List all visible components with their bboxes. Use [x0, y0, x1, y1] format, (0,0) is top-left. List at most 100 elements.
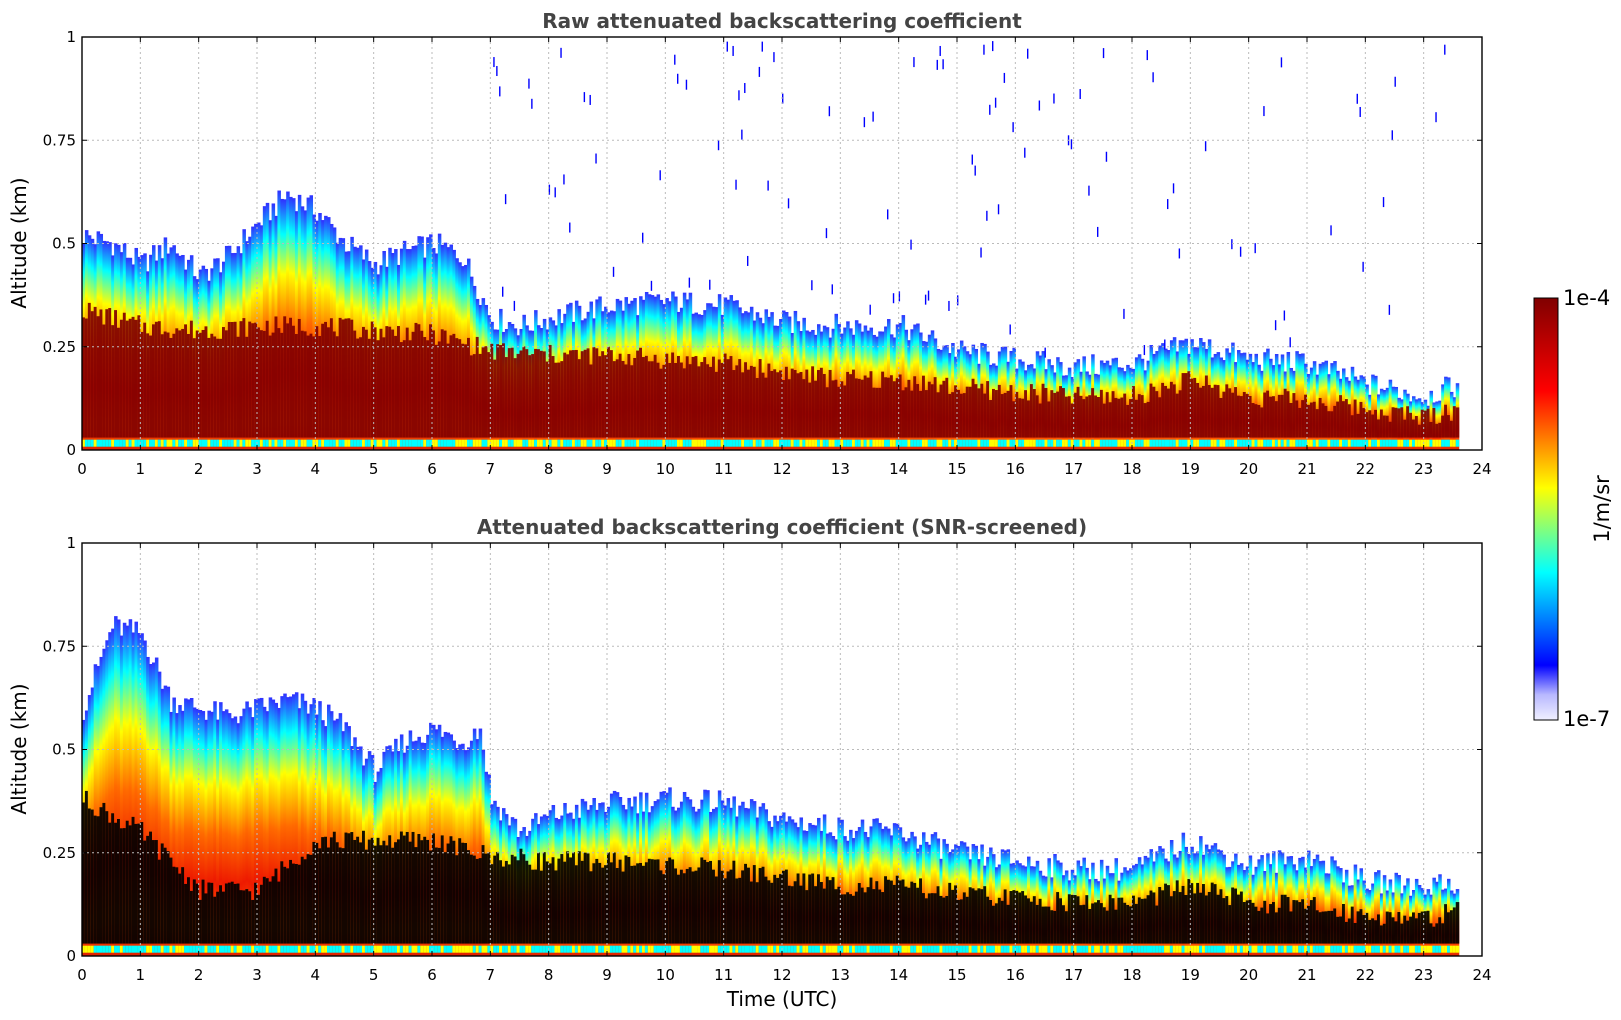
noise-speck: [989, 105, 990, 115]
x-tick-label: 17: [1064, 966, 1083, 984]
noise-speck: [872, 112, 873, 122]
noise-speck: [1106, 152, 1107, 162]
noise-speck: [1240, 247, 1241, 257]
noise-speck: [913, 57, 914, 67]
noise-speck: [1255, 243, 1256, 253]
noise-speck: [1205, 141, 1206, 151]
noise-speck: [1263, 106, 1264, 116]
y-tick-label: 0: [66, 947, 76, 965]
x-tick-label: 0: [77, 460, 87, 478]
x-tick-label: 18: [1122, 966, 1141, 984]
x-tick-label: 16: [1006, 460, 1025, 478]
noise-speck: [496, 66, 497, 76]
x-tick-label: 11: [714, 460, 733, 478]
noise-speck: [1039, 101, 1040, 111]
x-tick-label: 24: [1472, 460, 1491, 478]
x-tick-label: 20: [1239, 966, 1258, 984]
panel-raw-y-label: Altitude (km): [7, 177, 31, 308]
noise-speck: [1281, 57, 1282, 67]
noise-speck: [493, 57, 494, 67]
x-tick-label: 7: [486, 966, 496, 984]
noise-speck: [887, 209, 888, 219]
noise-speck: [1088, 186, 1089, 196]
noise-speck: [1179, 248, 1180, 258]
noise-speck: [1389, 305, 1390, 315]
noise-speck: [1362, 262, 1363, 272]
panel-screened-y-label: Altitude (km): [7, 683, 31, 814]
colorbar-min-label: 1e-7: [1563, 707, 1610, 731]
y-tick-label: 0.5: [52, 235, 76, 253]
noise-speck: [613, 267, 614, 277]
noise-speck: [910, 240, 911, 250]
x-tick-label: 18: [1122, 460, 1141, 478]
noise-speck: [773, 52, 774, 62]
saturated-core-column: [1456, 902, 1460, 944]
x-tick-label: 4: [311, 966, 321, 984]
noise-speck: [514, 301, 515, 311]
noise-speck: [563, 174, 564, 184]
noise-speck: [972, 155, 973, 165]
noise-speck: [975, 166, 976, 176]
colorbar: 1e-4 1e-7 1/m/sr: [1534, 286, 1614, 731]
noise-speck: [940, 46, 941, 56]
ground-strip: [1456, 440, 1460, 447]
noise-speck: [499, 86, 500, 96]
x-tick-label: 15: [947, 966, 966, 984]
panel-raw: Raw attenuated backscattering coefficien…: [7, 9, 1492, 478]
noise-speck: [980, 248, 981, 258]
noise-speck: [1444, 45, 1445, 55]
y-tick-label: 0.75: [43, 637, 76, 655]
noise-speck: [928, 291, 929, 301]
colorbar-unit-label: 1/m/sr: [1590, 475, 1614, 543]
noise-speck: [660, 170, 661, 180]
x-tick-label: 11: [714, 966, 733, 984]
noise-speck: [1284, 311, 1285, 321]
x-tick-label: 21: [1297, 460, 1316, 478]
x-tick-label: 24: [1472, 966, 1491, 984]
x-tick-label: 14: [889, 966, 908, 984]
ground-strip: [1456, 946, 1460, 953]
noise-speck: [595, 154, 596, 164]
x-tick-label: 6: [427, 460, 437, 478]
x-tick-label: 9: [602, 966, 612, 984]
x-tick-label: 4: [311, 460, 321, 478]
noise-speck: [893, 293, 894, 303]
saturated-core-column: [1456, 407, 1460, 437]
y-tick-label: 0.25: [43, 844, 76, 862]
x-tick-label: 3: [252, 460, 262, 478]
noise-speck: [937, 60, 938, 70]
noise-speck: [986, 211, 987, 221]
x-tick-label: 12: [772, 966, 791, 984]
x-tick-label: 17: [1064, 460, 1083, 478]
noise-speck: [767, 181, 768, 191]
noise-speck: [942, 59, 943, 69]
noise-speck: [584, 92, 585, 102]
noise-speck: [1152, 72, 1153, 82]
noise-speck: [1164, 339, 1165, 349]
noise-speck: [642, 233, 643, 243]
noise-speck: [1173, 183, 1174, 193]
noise-speck: [528, 79, 529, 89]
x-tick-label: 2: [194, 966, 204, 984]
noise-speck: [1383, 197, 1384, 207]
noise-speck: [1360, 107, 1361, 117]
noise-speck: [686, 80, 687, 90]
noise-speck: [1357, 94, 1358, 104]
x-tick-label: 10: [656, 966, 675, 984]
noise-speck: [1103, 48, 1104, 58]
x-tick-label: 16: [1006, 966, 1025, 984]
noise-speck: [948, 301, 949, 311]
noise-speck: [832, 284, 833, 294]
noise-speck: [759, 67, 760, 77]
noise-speck: [569, 223, 570, 233]
noise-speck: [1045, 348, 1046, 358]
panel-screened-heatmap: [82, 616, 1459, 956]
x-tick-label: 9: [602, 460, 612, 478]
x-tick-label: 2: [194, 460, 204, 478]
x-tick-label: 23: [1414, 966, 1433, 984]
x-tick-label: 8: [544, 966, 554, 984]
y-tick-label: 0.25: [43, 338, 76, 356]
noise-speck: [1024, 148, 1025, 158]
x-tick-label: 5: [369, 460, 379, 478]
noise-speck: [1123, 309, 1124, 319]
